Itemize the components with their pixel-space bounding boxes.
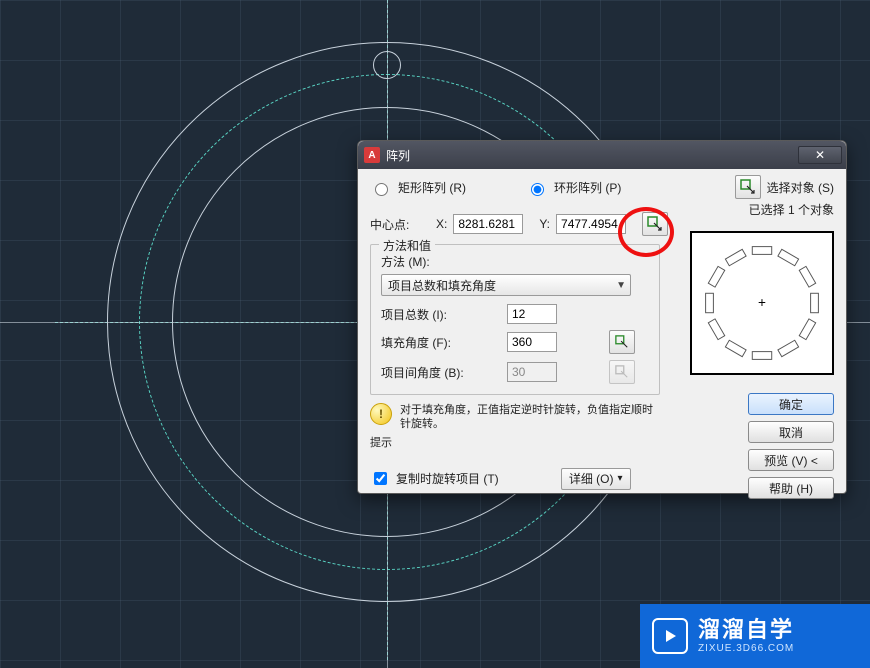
- item-angle-input: [507, 362, 557, 382]
- app-icon: A: [364, 147, 380, 163]
- fill-angle-label: 填充角度 (F):: [381, 334, 501, 351]
- dialog-titlebar[interactable]: A 阵列 ✕: [358, 141, 846, 169]
- method-combo[interactable]: 项目总数和填充角度 ▼: [381, 274, 631, 296]
- dialog-title: 阵列: [386, 147, 798, 164]
- chevron-down-icon: ▼: [616, 280, 626, 291]
- selected-count: 已选择 1 个对象: [749, 201, 834, 218]
- fill-angle-input[interactable]: [507, 332, 557, 352]
- watermark-sub: ZIXUE.3D66.COM: [698, 643, 794, 654]
- watermark: 溜溜自学 ZIXUE.3D66.COM: [640, 604, 870, 668]
- details-button[interactable]: 详细 (O) ▾: [561, 468, 631, 490]
- method-value: 项目总数和填充角度: [388, 277, 496, 294]
- svg-text:+: +: [758, 295, 766, 310]
- pick-fill-angle-button[interactable]: [609, 330, 635, 354]
- help-button[interactable]: 帮助 (H): [748, 477, 834, 499]
- details-label: 详细 (O): [569, 470, 614, 487]
- method-label: 方法 (M):: [381, 253, 430, 270]
- x-prefix: X:: [436, 217, 447, 231]
- pick-item-angle-button: [609, 360, 635, 384]
- center-label: 中心点:: [370, 216, 430, 233]
- array-preview: +: [690, 231, 834, 375]
- radio-rect-array[interactable]: [375, 183, 388, 196]
- center-y-input[interactable]: [556, 214, 626, 234]
- preview-button[interactable]: 预览 (V) <: [748, 449, 834, 471]
- watermark-main: 溜溜自学: [698, 618, 794, 642]
- groupbox-legend: 方法和值: [379, 237, 435, 254]
- method-groupbox: 方法和值 方法 (M): 项目总数和填充角度 ▼ 项目总数 (I): 填充角度 …: [370, 244, 660, 395]
- select-objects-label: 选择对象 (S): [767, 179, 834, 196]
- hint-text: 对于填充角度，正值指定逆时针旋转，负值指定顺时针旋转。: [400, 403, 660, 432]
- item-angle-label: 项目间角度 (B):: [381, 364, 501, 381]
- cancel-button[interactable]: 取消: [748, 421, 834, 443]
- total-items-label: 项目总数 (I):: [381, 306, 501, 323]
- radio-polar-array[interactable]: [531, 183, 544, 196]
- array-dialog: A 阵列 ✕ 矩形阵列 (R) 环形阵列 (P) 选择对象 (S) 已选择 1 …: [357, 140, 847, 494]
- play-icon: [652, 618, 688, 654]
- ok-label: 确定: [779, 396, 803, 413]
- rotate-items-checkbox[interactable]: [374, 472, 387, 485]
- center-x-input[interactable]: [453, 214, 523, 234]
- cancel-label: 取消: [779, 424, 803, 441]
- pick-center-button[interactable]: [642, 212, 668, 236]
- radio-polar-label: 环形阵列 (P): [554, 179, 621, 196]
- rotate-items-label: 复制时旋转项目 (T): [396, 470, 499, 487]
- hint-caption: 提示: [370, 434, 660, 450]
- lightbulb-icon: !: [370, 403, 392, 425]
- radio-rect-label: 矩形阵列 (R): [398, 179, 466, 196]
- select-objects-button[interactable]: [735, 175, 761, 199]
- total-items-input[interactable]: [507, 304, 557, 324]
- preview-btn-label: 预览 (V) <: [764, 452, 818, 469]
- close-button[interactable]: ✕: [798, 146, 842, 164]
- help-label: 帮助 (H): [769, 480, 813, 497]
- ok-button[interactable]: 确定: [748, 393, 834, 415]
- chevron-down-icon: ▾: [617, 473, 622, 484]
- y-prefix: Y:: [539, 217, 550, 231]
